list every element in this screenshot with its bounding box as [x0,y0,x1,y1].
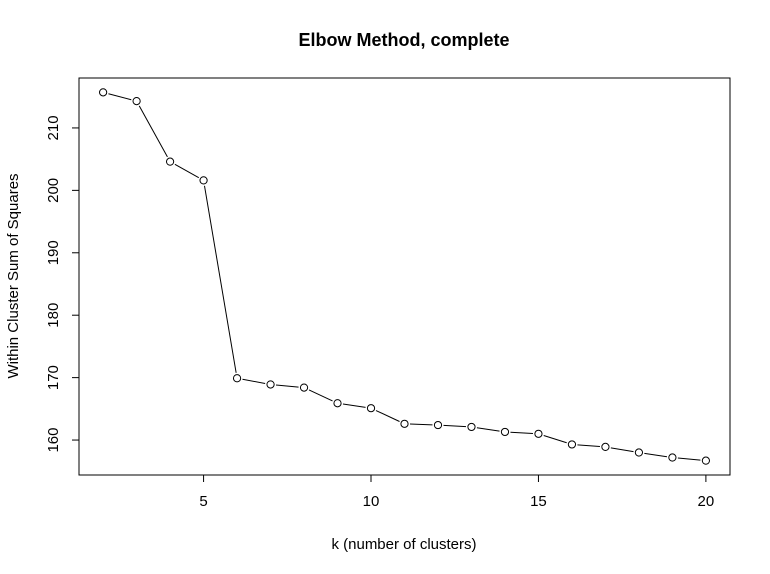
data-point [199,176,208,185]
data-point [132,96,141,106]
data-point [534,429,543,438]
x-tick-label: 15 [530,493,547,510]
data-point [99,88,108,97]
data-point [333,399,342,408]
chart-title: Elbow Method, complete [298,30,509,50]
data-point [400,419,409,428]
series-line [108,93,701,461]
y-tick-label: 200 [45,178,62,203]
data-point [232,374,242,383]
y-tick-label: 180 [45,303,62,328]
y-tick-label: 190 [45,240,62,265]
series-points [99,88,710,465]
x-axis: 5 10 15 20 [199,474,715,510]
data-point [266,380,275,389]
data-point [366,404,376,413]
x-tick-label: 5 [199,493,207,510]
x-tick-label: 20 [698,493,715,510]
plot-frame [78,77,731,476]
data-point [701,456,710,465]
y-tick-label: 160 [45,428,62,453]
y-axis: 160 170 180 190 200 210 [45,115,80,453]
y-tick-label: 210 [45,115,62,140]
data-point [299,383,309,392]
data-point [601,442,610,452]
x-tick-label: 10 [363,493,380,510]
data-point [467,422,476,432]
data-point [433,420,443,430]
y-tick-label: 170 [45,365,62,390]
data-point [165,157,175,166]
data-point [567,440,577,449]
data-point [500,427,510,437]
x-axis-label: k (number of clusters) [331,536,476,553]
data-point [668,453,677,462]
data-point [634,448,644,457]
y-axis-label: Within Cluster Sum of Squares [5,173,22,378]
